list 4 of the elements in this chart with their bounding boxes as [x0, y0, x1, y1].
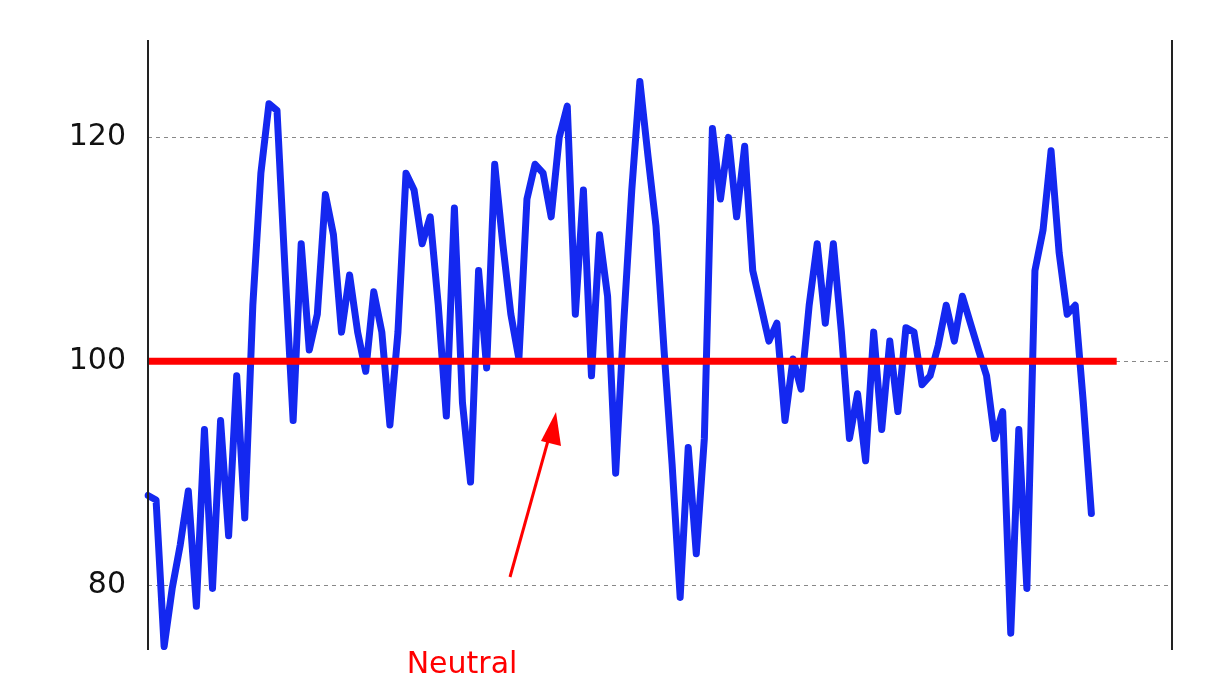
y-tick-label: 120	[68, 117, 126, 153]
y-tick-label: 80	[87, 564, 126, 600]
ref-line-label: Neutral	[406, 644, 518, 680]
y-tick-label: 100	[68, 341, 126, 377]
